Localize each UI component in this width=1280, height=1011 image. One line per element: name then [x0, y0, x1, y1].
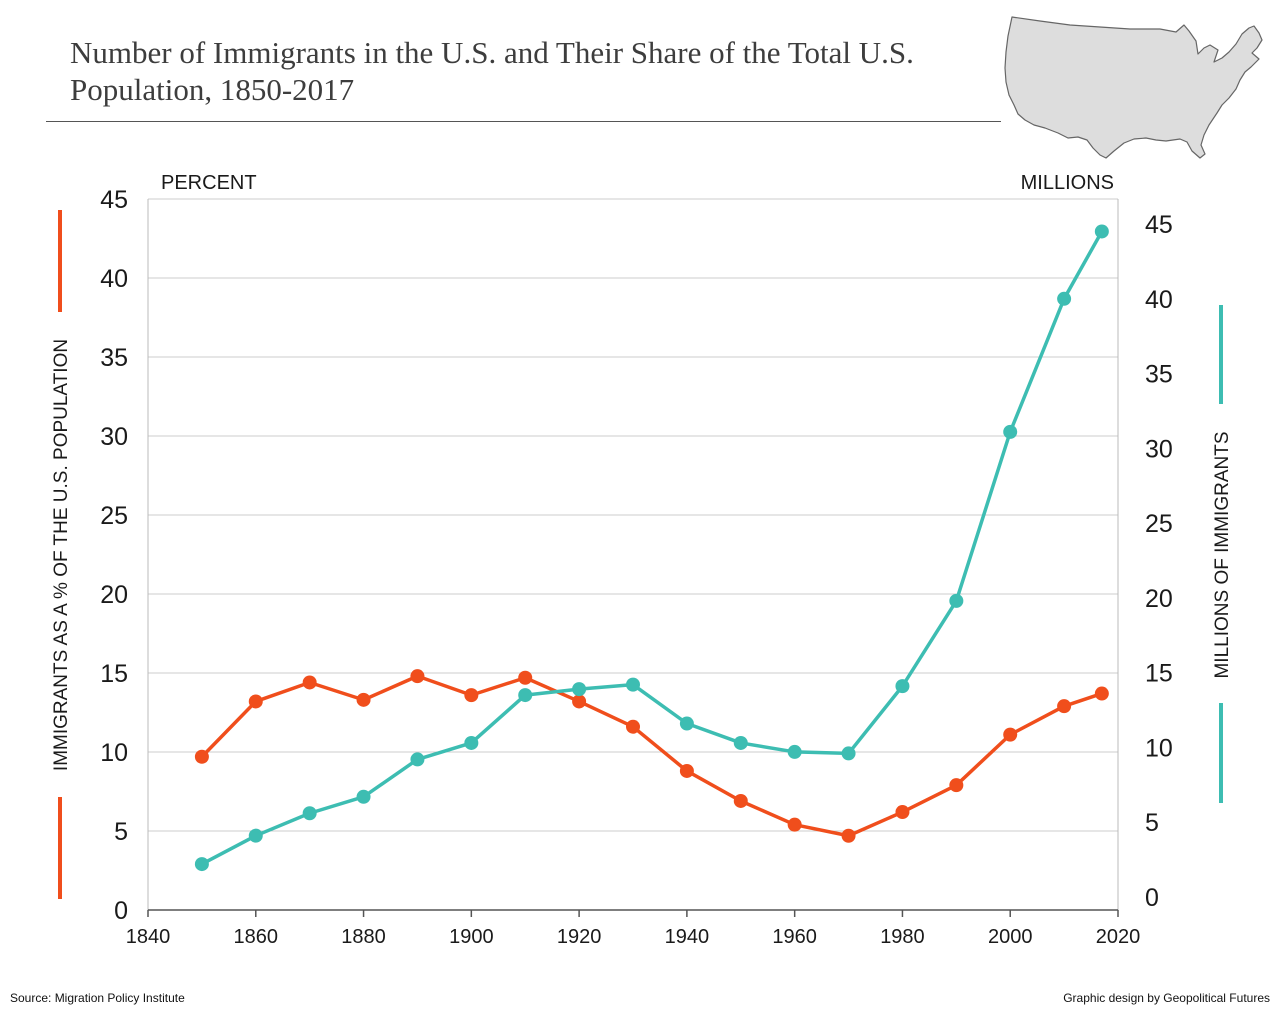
data-point-millions	[302, 806, 317, 821]
data-point-millions	[248, 828, 263, 843]
us-map-icon	[1004, 16, 1263, 159]
right-tick-label: 20	[1145, 585, 1173, 613]
data-point-percent	[572, 694, 587, 709]
data-point-percent	[787, 817, 802, 832]
title-divider	[46, 121, 1001, 122]
right-unit-label: MILLIONS	[1021, 172, 1114, 194]
data-point-percent	[248, 694, 263, 709]
right-tick-label: 15	[1145, 660, 1173, 688]
x-tick-label: 1900	[449, 926, 494, 948]
left-tick-label: 25	[100, 502, 128, 530]
data-point-percent	[733, 793, 748, 808]
data-point-millions	[1094, 224, 1109, 239]
series-line-millions	[201, 230, 1104, 866]
data-point-percent	[841, 828, 856, 843]
data-point-millions	[464, 735, 479, 750]
source-note: Source: Migration Policy Institute	[10, 991, 185, 1005]
left-tick-label: 20	[100, 581, 128, 609]
data-point-percent	[410, 669, 425, 684]
series-layer	[194, 224, 1109, 872]
data-point-millions	[679, 716, 694, 731]
data-point-percent	[518, 670, 533, 685]
left-tick-label: 10	[100, 739, 128, 767]
series-line-percent	[200, 674, 1103, 838]
x-tick-label: 1840	[126, 926, 171, 948]
data-point-millions	[949, 593, 964, 608]
x-tick-label: 1940	[665, 926, 710, 948]
left-tick-label: 5	[114, 818, 128, 846]
right-axis-title: MILLIONS OF IMMIGRANTS	[1212, 431, 1233, 678]
data-point-millions	[733, 735, 748, 750]
right-tick-label: 40	[1145, 286, 1173, 314]
data-point-percent	[1003, 727, 1018, 742]
right-tick-label: 5	[1145, 809, 1159, 837]
design-credit: Graphic design by Geopolitical Futures	[1063, 991, 1270, 1005]
data-point-percent	[626, 719, 640, 734]
right-tick-label: 45	[1145, 211, 1173, 239]
data-point-percent	[679, 763, 694, 778]
data-point-millions	[518, 688, 533, 703]
data-point-percent	[895, 805, 910, 820]
data-point-percent	[1057, 699, 1072, 714]
left-tick-label: 35	[100, 344, 128, 372]
data-point-millions	[626, 677, 640, 692]
data-point-millions	[194, 857, 209, 872]
x-tick-label: 2020	[1096, 926, 1141, 948]
right-tick-label: 10	[1145, 734, 1173, 762]
data-point-percent	[302, 675, 317, 690]
data-point-percent	[464, 688, 479, 703]
x-tick-label: 1880	[341, 926, 386, 948]
right-tick-label: 0	[1145, 884, 1159, 912]
x-tick-label: 1980	[880, 926, 925, 948]
data-point-millions	[1003, 424, 1018, 439]
data-point-millions	[1057, 291, 1072, 306]
data-point-millions	[895, 679, 910, 694]
data-point-percent	[949, 778, 964, 793]
data-point-millions	[572, 682, 587, 697]
data-point-millions	[410, 752, 425, 767]
data-point-percent	[194, 749, 209, 764]
left-axis-title: IMMIGRANTS AS A % OF THE U.S. POPULATION	[51, 339, 72, 771]
data-point-percent	[1094, 686, 1109, 701]
right-tick-label: 30	[1145, 435, 1173, 463]
chart-title: Number of Immigrants in the U.S. and The…	[70, 35, 914, 107]
left-tick-label: 30	[100, 423, 128, 451]
left-tick-label: 40	[100, 265, 128, 293]
axes: 0 5 10 15 20 25 30 35 40 45 0 5 10 15 20 25 30 35 40 45 1840…	[51, 172, 1233, 948]
x-tick-label: 1960	[772, 926, 817, 948]
left-unit-label: PERCENT	[161, 172, 257, 194]
data-point-millions	[841, 746, 856, 761]
data-point-percent	[356, 692, 371, 707]
x-tick-label: 2000	[988, 926, 1033, 948]
gridlines	[148, 198, 1118, 832]
left-tick-label: 45	[100, 186, 128, 214]
left-tick-label: 0	[114, 897, 128, 925]
chart-area: 0 5 10 15 20 25 30 35 40 45 0 5 10 15 20 25 30 35 40 45 1840…	[51, 172, 1233, 948]
x-tick-label: 1860	[234, 926, 279, 948]
right-tick-label: 25	[1145, 510, 1173, 538]
left-tick-label: 15	[100, 660, 128, 688]
x-tick-label: 1920	[557, 926, 602, 948]
data-point-millions	[787, 744, 802, 759]
right-tick-label: 35	[1145, 361, 1173, 389]
data-point-millions	[356, 789, 371, 804]
